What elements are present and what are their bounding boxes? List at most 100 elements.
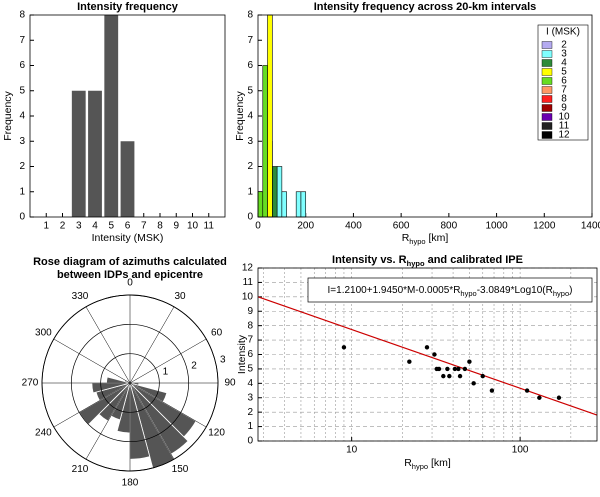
x-axis-label: Rhypo [km]	[404, 457, 451, 472]
angular-tick-label: 90	[224, 378, 236, 389]
y-tick-label: 5	[19, 85, 25, 96]
y-tick-label: 8	[247, 10, 253, 21]
x-tick-label: 100	[512, 445, 529, 456]
scatter-point	[537, 395, 542, 400]
y-tick-label: 2	[247, 407, 253, 418]
x-tick-label: 10	[346, 445, 358, 456]
y-tick-label: 5	[247, 85, 253, 96]
x-axis-label-part: hypo	[409, 237, 425, 246]
bar	[71, 90, 86, 217]
angular-tick-label: 150	[172, 464, 189, 475]
scatter-point	[424, 345, 430, 350]
angular-tick-label: 240	[35, 428, 52, 439]
legend-label: 6	[561, 76, 567, 87]
x-tick-label: 2	[60, 221, 66, 232]
legend-swatch	[541, 86, 553, 94]
bar	[120, 141, 135, 217]
x-tick-label: 1	[43, 221, 49, 232]
angular-tick-label: 30	[174, 291, 186, 302]
y-axis-label: Frequency	[2, 90, 14, 140]
y-tick-label: 11	[243, 277, 254, 288]
scatter-point	[447, 373, 452, 379]
scatter-point	[489, 388, 495, 393]
legend-label: 7	[561, 85, 567, 96]
angular-grid-line	[53, 382, 131, 428]
x-tick-label: 1200	[533, 221, 556, 232]
angular-tick-label: 60	[211, 328, 223, 339]
axes-frame	[29, 14, 226, 218]
scatter-point	[407, 359, 412, 364]
angular-grid-line	[129, 338, 207, 384]
y-tick-label: 1	[247, 186, 253, 197]
axes-frame	[257, 14, 593, 218]
legend-label: 2	[561, 40, 567, 51]
scatter-point	[452, 366, 458, 372]
scatter-point	[524, 388, 530, 393]
x-tick-label: 11	[204, 221, 215, 232]
x-tick-label: 5	[108, 221, 114, 232]
y-tick-label: 6	[19, 60, 25, 71]
legend-swatch	[541, 59, 553, 67]
scatter-point	[467, 359, 472, 364]
annotation-part: hypo	[460, 289, 476, 298]
histogram-bar	[262, 65, 268, 218]
chart-title: Intensity frequency	[77, 1, 179, 13]
scatter-point	[471, 381, 476, 386]
histogram-bar	[272, 166, 278, 218]
annotation-box	[307, 277, 593, 303]
y-tick-label: 7	[247, 335, 253, 346]
y-tick-label: 3	[19, 136, 25, 147]
annotation-part: -3.0849*Log10(R	[477, 285, 553, 296]
angular-tick-label: 330	[72, 291, 89, 302]
y-tick-label: 5	[247, 364, 253, 375]
legend-label: 5	[561, 67, 567, 78]
y-tick-label: 0	[247, 436, 253, 447]
x-axis-label-part: [km]	[426, 232, 449, 244]
legend-swatch	[541, 50, 553, 58]
x-axis-label: Rhypo [km]	[402, 232, 449, 247]
angular-tick-label: 210	[72, 464, 89, 475]
y-tick-label: 4	[247, 378, 253, 389]
scatter-point	[341, 345, 347, 350]
scatter-point	[556, 395, 562, 400]
y-tick-label: 8	[19, 10, 25, 21]
legend-label: 12	[558, 130, 570, 141]
legend-title: I (MSK)	[546, 27, 580, 38]
legend-swatch	[541, 113, 553, 121]
chart-title-part: hypo	[407, 259, 425, 268]
chart-title-part: Intensity vs. R	[332, 254, 407, 266]
angular-grid-line	[53, 338, 131, 384]
legend-swatch	[541, 68, 553, 76]
scatter-point	[445, 366, 450, 372]
angular-grid-line	[129, 382, 207, 428]
y-tick-label: 6	[247, 60, 253, 71]
y-axis-label: Intensity	[236, 334, 248, 374]
y-tick-label: 2	[247, 161, 253, 172]
x-tick-label: 200	[297, 221, 314, 232]
x-tick-label: 10	[187, 221, 199, 232]
angular-grid-line	[129, 306, 175, 384]
x-tick-label: 4	[92, 221, 98, 232]
y-tick-label: 7	[19, 35, 25, 46]
plot-area	[258, 15, 592, 217]
legend-swatch	[541, 104, 553, 112]
x-tick-label: 8	[157, 221, 163, 232]
bar	[104, 15, 119, 217]
y-tick-label: 4	[19, 111, 25, 122]
annotation: I=1.2100+1.9450*M-0.0005*Rhypo-3.0849*Lo…	[328, 285, 573, 299]
legend-label: 8	[561, 94, 567, 105]
x-axis-label-part: [km]	[428, 457, 451, 469]
scatter-point	[441, 373, 446, 379]
chart-title: Rose diagram of azimuths calculated	[33, 256, 227, 268]
x-tick-label: 6	[125, 221, 131, 232]
histogram-bar	[267, 14, 273, 218]
x-tick-label: 0	[255, 221, 261, 232]
histogram-bar	[281, 191, 287, 218]
scatter-point	[462, 366, 468, 372]
polar-frame	[41, 294, 219, 472]
y-tick-label: 6	[247, 349, 253, 360]
legend-swatch	[541, 131, 553, 139]
scatter-point	[480, 373, 485, 379]
